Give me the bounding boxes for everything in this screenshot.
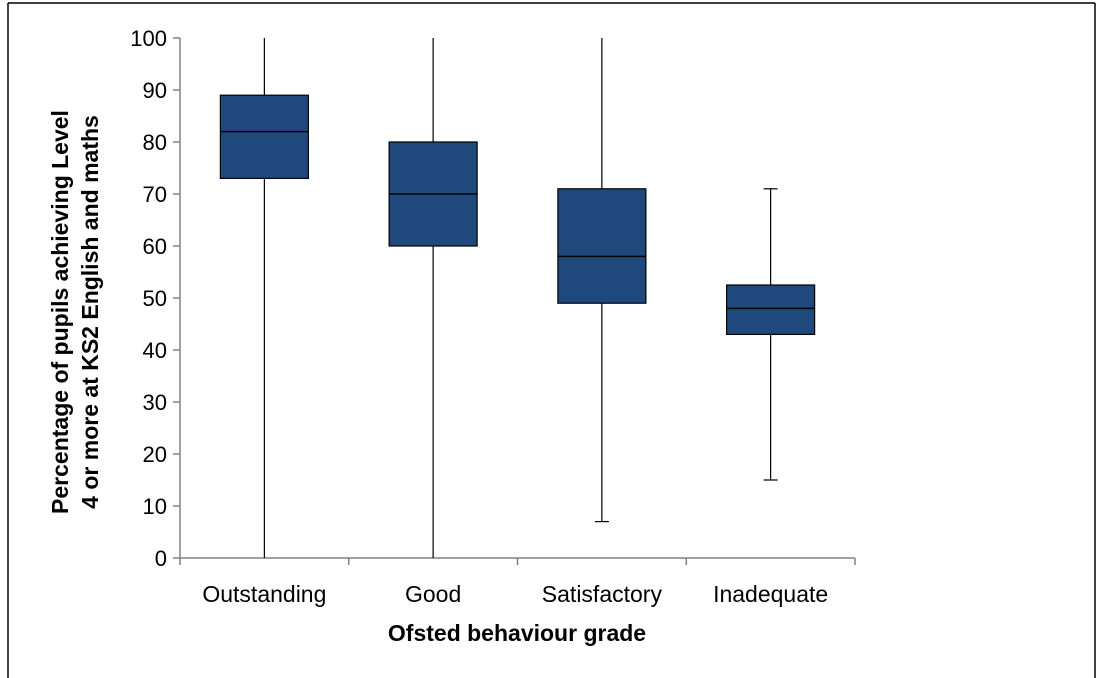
- x-tick-label: Inadequate: [713, 581, 828, 607]
- box-satisfactory: [557, 38, 647, 523]
- boxes: [219, 38, 816, 558]
- y-tick-label: 10: [143, 494, 167, 519]
- y-tick-label: 20: [143, 442, 167, 467]
- y-tick-label: 100: [130, 26, 167, 51]
- y-tick-label: 60: [143, 234, 167, 259]
- y-tick-label: 50: [143, 286, 167, 311]
- y-tick-label: 70: [143, 182, 167, 207]
- y-axis-label-line-2: 4 or more at KS2 English and maths: [77, 115, 103, 509]
- box-outstanding: [219, 38, 309, 558]
- y-tick-label: 40: [143, 338, 167, 363]
- iqr-box: [219, 94, 309, 179]
- y-tick-label: 0: [155, 546, 167, 571]
- x-axis-label: Ofsted behaviour grade: [388, 620, 646, 646]
- y-axis: 0 10 20 30 40 50 60 70 80 90 100: [130, 26, 181, 571]
- x-tick-label: Outstanding: [202, 581, 326, 607]
- x-tick-label: Good: [405, 581, 461, 607]
- x-tick-label: Satisfactory: [542, 581, 663, 607]
- x-axis: Outstanding Good Satisfactory Inadequate: [179, 557, 856, 607]
- box-inadequate: [726, 188, 816, 481]
- y-tick-label: 90: [143, 78, 167, 103]
- y-tick-label: 80: [143, 130, 167, 155]
- box-good: [388, 38, 478, 558]
- y-tick-label: 30: [143, 390, 167, 415]
- iqr-box: [726, 284, 816, 336]
- y-axis-label-line-1: Percentage of pupils achieving Level: [47, 110, 73, 514]
- iqr-box: [557, 188, 647, 304]
